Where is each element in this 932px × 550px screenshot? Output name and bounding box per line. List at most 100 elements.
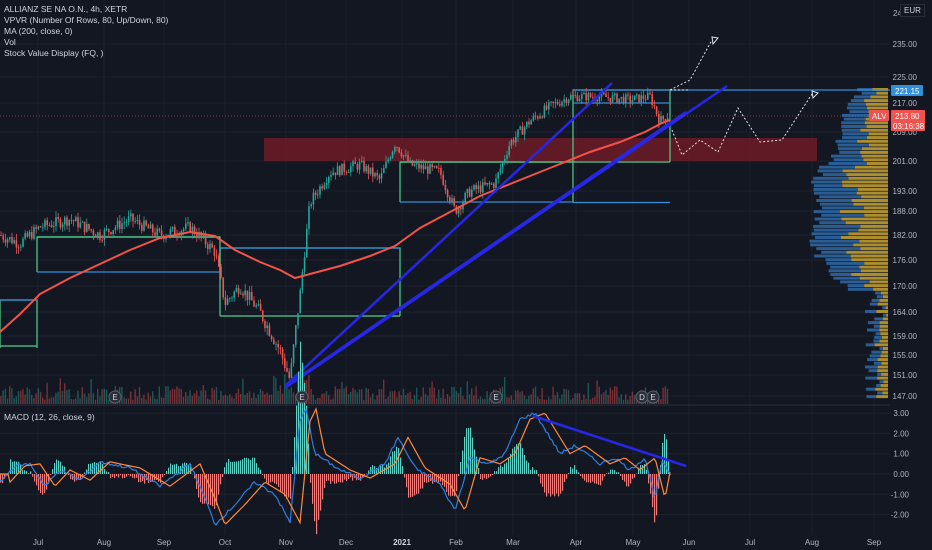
vp-row-up (821, 250, 847, 254)
volume-bar (543, 399, 545, 404)
macd-hist-bar (598, 474, 600, 485)
volume-bar (587, 383, 589, 404)
candle-body (215, 255, 218, 257)
candle-body (644, 99, 647, 100)
volume-bar (607, 395, 609, 404)
macd-hist-bar (556, 474, 558, 494)
candle-body (519, 126, 521, 130)
volume-bar (369, 397, 372, 404)
vp-row-down (867, 106, 888, 110)
candle-body (171, 226, 174, 230)
volume-bar (402, 389, 405, 404)
macd-hist-bar (184, 462, 186, 474)
candle-body (273, 339, 275, 344)
macd-hist-bar (250, 459, 252, 474)
volume-bar (266, 392, 268, 404)
macd-hist-bar (608, 472, 610, 474)
vp-row-up (873, 324, 880, 328)
vpvr-legend[interactable]: VPVR (Number Of Rows, 80, Up/Down, 80) (4, 15, 169, 25)
candle-body (396, 147, 398, 148)
earnings-marker[interactable]: E (493, 393, 498, 402)
volume-bar (565, 389, 567, 404)
macd-hist-bar (272, 474, 274, 482)
vp-row-up (882, 306, 886, 310)
macd-hist-bar (568, 473, 570, 474)
currency-label[interactable]: EUR (900, 4, 925, 17)
candle-body (440, 168, 442, 176)
last-price-tag: 213.80 (895, 112, 920, 121)
volume-bar (387, 396, 389, 404)
candle-body (130, 213, 132, 217)
macd-hist-bar (168, 467, 170, 474)
earnings-marker[interactable]: E (650, 393, 655, 402)
candle-body (583, 92, 585, 95)
earnings-marker[interactable]: E (112, 393, 117, 402)
volume-bar (66, 390, 68, 404)
volume-bar (61, 390, 64, 404)
volume-bar (81, 387, 83, 404)
macd-hist-bar (328, 474, 330, 481)
volume-bar (422, 387, 424, 404)
candle-body (587, 93, 590, 101)
vp-row-up (813, 191, 857, 195)
candle-body (328, 176, 330, 183)
volume-bar (180, 389, 182, 404)
volume-bar (541, 388, 543, 404)
macd-hist-bar (242, 459, 244, 474)
volume-bar (636, 399, 638, 404)
macd-hist-bar (62, 465, 64, 474)
candle-body (647, 92, 649, 100)
candle-body (343, 163, 345, 172)
macd-hist-bar (456, 474, 458, 492)
macd-hist-bar (584, 474, 586, 481)
time-axis: Jul Aug Sep Oct Nov Dec 2021 Feb Mar Apr May Jun Jul… (33, 538, 882, 547)
volume-bar (59, 378, 61, 404)
volume-bar (411, 399, 413, 404)
vp-row-down (874, 343, 888, 347)
candle-body (528, 121, 530, 125)
vol-legend[interactable]: Vol (4, 37, 16, 47)
dividend-marker[interactable]: D (639, 393, 645, 402)
ma-legend[interactable]: MA (200, close, 0) (4, 26, 73, 36)
macd-hist-bar (452, 474, 454, 496)
vp-row-down (877, 376, 888, 380)
volume-bar (400, 395, 402, 404)
vp-row-up (830, 273, 852, 276)
volume-bar (319, 398, 321, 404)
macd-legend[interactable]: MACD (12, 26, close, 9) (4, 412, 95, 422)
macd-hist-bar (614, 470, 616, 474)
candle-body (204, 234, 207, 245)
macd-hist-bar (448, 474, 450, 496)
macd-hist-bar (224, 467, 226, 474)
macd-hist-bar (526, 460, 528, 474)
candle-body (253, 300, 255, 307)
price-tick-label: 182.00 (893, 231, 918, 240)
vp-row-down (848, 176, 888, 180)
candle-body (317, 194, 319, 196)
svd-legend[interactable]: Stock Value Display (FQ, ) (4, 48, 104, 58)
candle-body (468, 188, 471, 197)
earnings-marker[interactable]: E (299, 393, 304, 402)
volume-bar (242, 378, 244, 404)
candle-body (57, 217, 59, 220)
symbol-title[interactable]: ALLIANZ SE NA O.N., 4h, XETR (4, 4, 128, 14)
vp-row-down (851, 273, 888, 276)
candle-body (530, 120, 532, 125)
candle-body (9, 237, 11, 240)
macd-hist-bar (312, 474, 314, 504)
candle-body (490, 183, 493, 185)
vp-row-down (881, 350, 888, 354)
candle-body (418, 163, 420, 169)
macd-hist-bar (82, 474, 84, 478)
candle-body (649, 92, 651, 95)
candle-body (640, 95, 642, 103)
volume-bar (363, 400, 365, 404)
macd-hist-bar (148, 474, 150, 483)
volume-bar (295, 394, 297, 404)
macd-line (0, 407, 671, 526)
volume-bar (125, 398, 127, 404)
volume-bar (0, 395, 2, 404)
vp-row-down (879, 324, 888, 328)
macd-hist-bar (166, 471, 168, 474)
